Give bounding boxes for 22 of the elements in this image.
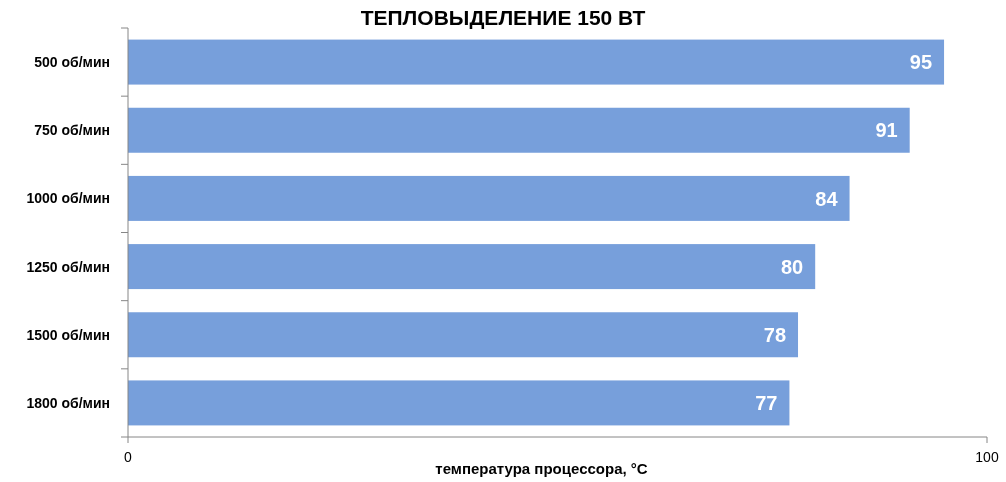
bar: [128, 312, 799, 358]
x-tick-label: 0: [124, 449, 133, 465]
y-tick-label: 1800 об/мин: [26, 394, 110, 411]
y-tick-label: 1000 об/мин: [26, 190, 110, 207]
data-label: 78: [763, 323, 787, 346]
data-label: 91: [875, 119, 898, 142]
data-label: 84: [815, 187, 839, 210]
bar: [128, 244, 816, 290]
bar: [128, 380, 790, 426]
data-label: 80: [780, 255, 804, 278]
x-axis-title: температура процессора, °C: [435, 460, 648, 477]
y-tick-label: 750 об/мин: [34, 122, 110, 139]
data-label: 95: [909, 51, 933, 74]
y-tick-label: 1500 об/мин: [26, 326, 110, 343]
data-label: 77: [755, 392, 778, 415]
bar: [128, 107, 910, 153]
bar: [128, 39, 945, 85]
y-tick-label: 1250 об/мин: [26, 258, 110, 275]
chart-title: ТЕПЛОВЫДЕЛЕНИЕ 150 ВТ: [360, 6, 646, 29]
bar: [128, 175, 850, 221]
x-tick-label: 100: [975, 449, 999, 465]
y-tick-label: 500 об/мин: [34, 54, 110, 71]
